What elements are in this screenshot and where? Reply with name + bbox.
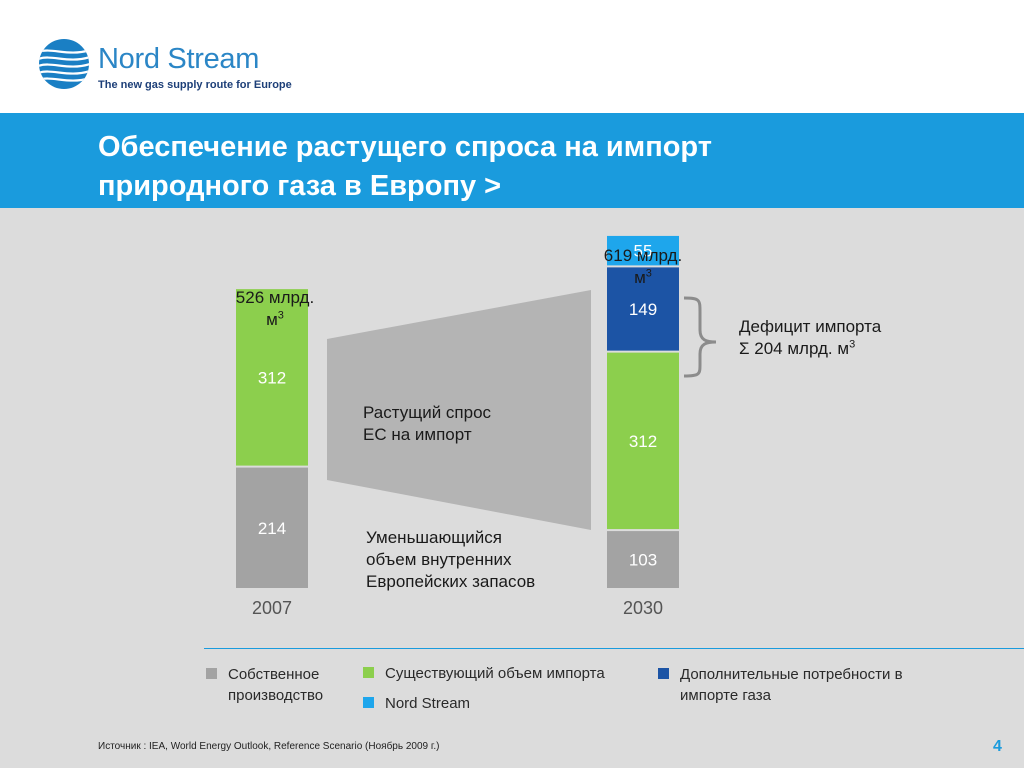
x-tick-label-2030: 2030	[623, 598, 663, 618]
legend-label-existing: Существующий объем импорта	[385, 665, 605, 682]
brand-tagline: The new gas supply route for Europe	[98, 79, 292, 91]
unit-superscript: 3	[645, 267, 652, 280]
source-note: Источник : IEA, World Energy Outlook, Re…	[98, 741, 440, 752]
bar-segment-2030-2	[607, 267, 679, 351]
unit-superscript: 3	[277, 309, 284, 322]
total-2030-value: 619 млрд.	[603, 246, 683, 265]
deficit-brace-icon	[683, 296, 717, 378]
brand-name: Nord Stream	[98, 43, 260, 75]
title-band: Обеспечение растущего спроса на импорт п…	[0, 113, 1024, 208]
total-2007-unit: м	[266, 310, 278, 329]
demand-growth-funnel	[327, 290, 591, 530]
legend-label-nord-stream: Nord Stream	[385, 695, 471, 712]
slide-title-line-1: Обеспечение растущего спроса на импорт	[98, 131, 712, 163]
legend-swatch-existing	[363, 667, 374, 678]
legend-label-own: Собственное производство	[228, 666, 324, 704]
demand-line-2: ЕС на импорт	[363, 425, 472, 444]
deficit-value-line: Σ 204 млрд. м3	[739, 338, 881, 360]
legend-swatch-own	[206, 668, 217, 679]
data-label-2030-3: 55	[634, 242, 653, 261]
deficit-title: Дефицит импорта	[739, 317, 882, 336]
data-label-2007-0: 214	[258, 519, 286, 538]
legend-label-additional: Дополнительные потребности в импорте газа	[680, 666, 903, 704]
data-label-2030-0: 103	[629, 551, 657, 570]
total-2007-value: 526 млрд.	[235, 288, 315, 307]
declining-supply-label: Уменьшающийся объем внутренних Европейск…	[366, 527, 535, 593]
page-number: 4	[993, 738, 1002, 755]
supply-line-2: объем внутренних	[366, 550, 512, 569]
data-label-2030-1: 312	[629, 432, 657, 451]
unit-superscript: 3	[849, 338, 856, 351]
sigma-symbol: Σ	[739, 339, 750, 358]
header-area: Nord Stream The new gas supply route for…	[0, 0, 1024, 113]
stacked-bar-chart: 214 312 103 312 149 55 2007 2030	[236, 235, 717, 618]
bar-segment-2007-0	[236, 467, 308, 588]
legend-swatch-additional	[658, 668, 669, 679]
demand-growth-label: Растущий спрос ЕС на импорт	[363, 402, 491, 446]
nord-stream-logo-icon	[39, 39, 89, 89]
demand-line-1: Растущий спрос	[363, 403, 492, 422]
import-deficit-label: Дефицит импорта Σ 204 млрд. м3	[739, 316, 881, 360]
legend-divider	[204, 648, 1024, 649]
bar-segment-2007-1	[236, 289, 308, 466]
data-label-2007-1: 312	[258, 368, 286, 387]
bar-segment-2030-3	[607, 235, 679, 266]
total-2030-unit: м	[634, 268, 646, 287]
total-2007-label: 526 млрд. м3	[220, 287, 330, 331]
deficit-value: 204 млрд. м	[754, 339, 850, 358]
x-tick-label-2007: 2007	[252, 598, 292, 618]
bar-segment-2030-0	[607, 531, 679, 588]
supply-line-1: Уменьшающийся	[366, 528, 502, 547]
legend-swatch-nord-stream	[363, 697, 374, 708]
data-label-2030-2: 149	[629, 300, 657, 319]
x-axis-labels: 2007 2030	[252, 598, 663, 618]
bar-segment-2030-1	[607, 352, 679, 530]
bars-layer: 214 312 103 312 149 55	[236, 235, 679, 588]
slide-title-line-2: природного газа в Европу >	[98, 170, 502, 202]
total-2030-label: 619 млрд. м3	[588, 245, 698, 289]
supply-line-3: Европейских запасов	[366, 572, 536, 591]
